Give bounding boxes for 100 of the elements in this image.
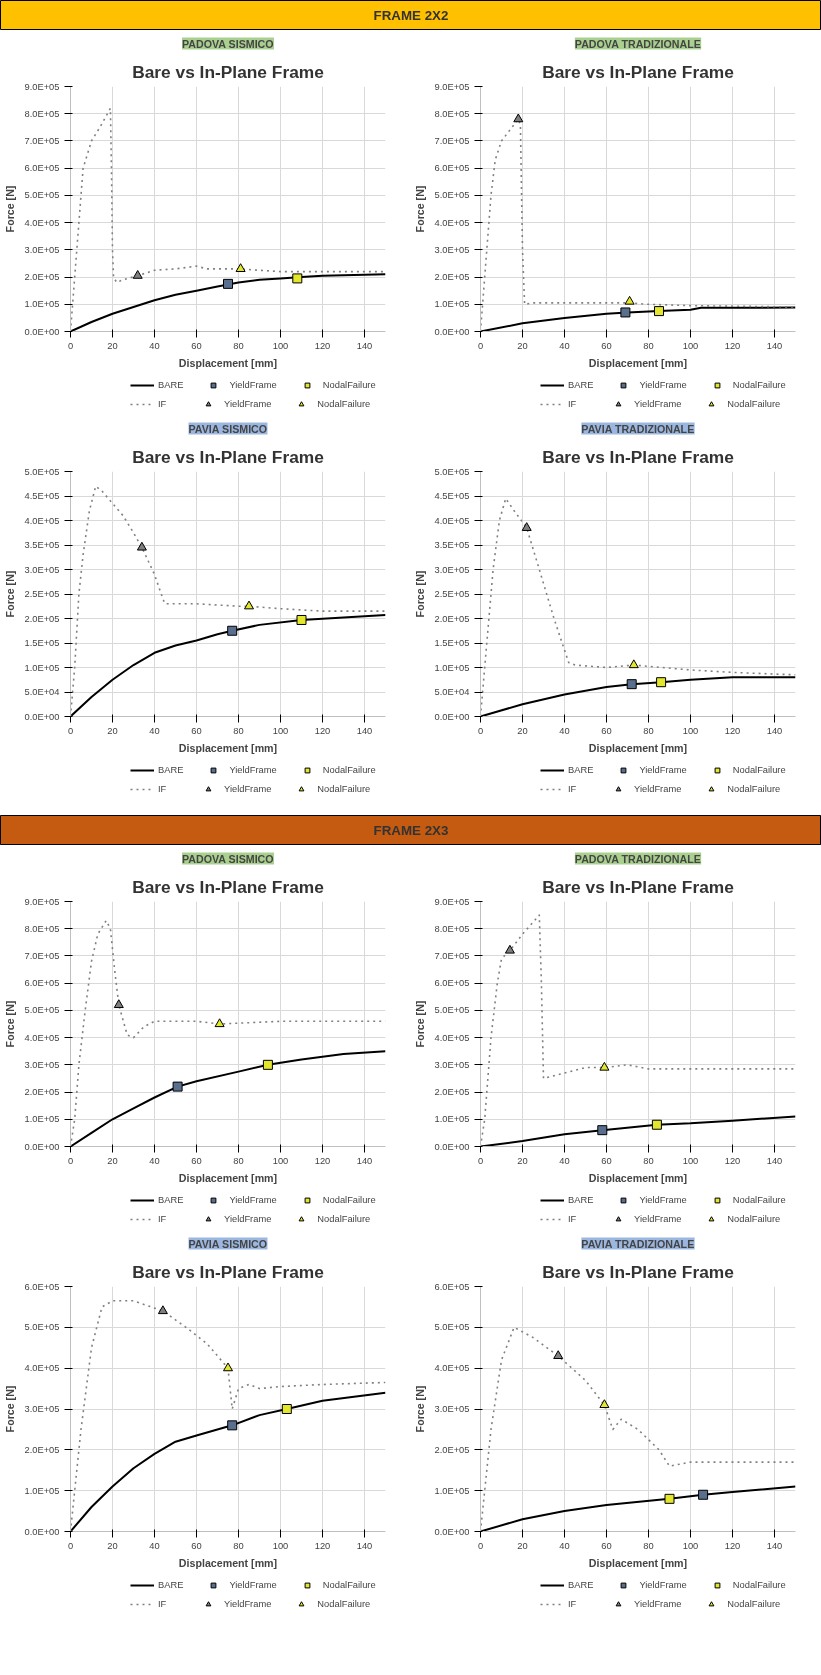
point (626, 679, 637, 690)
x-tick-label: 120 (314, 725, 331, 736)
y-tick-label: 1.0E+05 (24, 662, 60, 673)
y-tick-label: 5.0E+05 (24, 1322, 60, 1333)
x-axis-title: Displacement [mm] (588, 1171, 688, 1184)
y-tick-label: 1.0E+05 (24, 1485, 60, 1496)
legend-label: BARE (158, 1580, 184, 1590)
legend-label: IF (158, 1214, 168, 1224)
x-tick-label: 40 (149, 1155, 160, 1166)
x-tick-label: 80 (233, 725, 244, 736)
x-tick-label: 20 (107, 725, 118, 736)
legend-label: NodalFailure (322, 765, 376, 775)
point (651, 1119, 662, 1130)
x-tick-label: 100 (682, 725, 699, 736)
y-tick-label: 1.0E+05 (434, 1114, 470, 1125)
x-tick-label: 60 (191, 1155, 202, 1166)
y-tick-label: 2.0E+05 (24, 1444, 60, 1455)
x-tick-label: 40 (149, 1540, 160, 1551)
y-tick-label: 4.0E+05 (24, 1363, 60, 1374)
y-tick-label: 5.0E+04 (434, 687, 470, 697)
y-tick-label: 4.0E+05 (434, 515, 470, 526)
point (227, 625, 238, 636)
y-tick-label: 9.0E+05 (434, 896, 470, 907)
point (599, 1399, 610, 1409)
legend-label: NodalFailure (727, 399, 781, 409)
text: FRAME 2X3 (373, 823, 449, 838)
y-tick-label: 6.0E+05 (24, 163, 60, 174)
point (262, 1059, 273, 1070)
legend-label: YieldFrame (639, 380, 687, 390)
point (654, 306, 664, 317)
x-tick-label: 140 (356, 1540, 373, 1551)
y-tick-label: 8.0E+05 (434, 923, 470, 934)
y-axis-title: Force [N] (414, 185, 427, 233)
chart-title: Bare vs In-Plane Frame (132, 61, 325, 82)
legend-label: YieldFrame (224, 1214, 272, 1224)
x-tick-label: 0 (477, 1155, 484, 1166)
x-tick-label: 0 (477, 1540, 484, 1551)
y-tick-label: 1.5E+05 (24, 638, 60, 648)
y-tick-label: 3.0E+05 (24, 244, 60, 255)
y-tick-label: 1.5E+05 (434, 638, 470, 648)
point (136, 541, 147, 551)
y-tick-label: 6.0E+05 (434, 978, 470, 989)
chart-title: Bare vs In-Plane Frame (542, 1261, 735, 1282)
legend-label: NodalFailure (732, 1580, 786, 1590)
legend-label: NodalFailure (322, 1195, 376, 1205)
chart-title: Bare vs In-Plane Frame (132, 446, 325, 467)
text: FRAME 2X2 (373, 8, 449, 23)
x-tick-label: 140 (766, 1540, 783, 1551)
y-tick-label: 3.0E+05 (434, 564, 470, 575)
point (281, 1404, 292, 1414)
y-tick-label: 8.0E+05 (434, 108, 470, 119)
x-tick-label: 0 (67, 1540, 74, 1551)
point (656, 677, 667, 688)
x-tick-label: 60 (601, 1540, 612, 1551)
y-tick-label: 3.0E+05 (24, 1059, 60, 1070)
x-tick-label: 80 (233, 1155, 244, 1166)
legend-label: YieldFrame (634, 784, 682, 794)
y-tick-label: 0.0E+00 (434, 711, 470, 722)
point (227, 1420, 238, 1431)
y-tick-label: 4.0E+05 (24, 515, 60, 526)
x-tick-label: 140 (356, 340, 373, 351)
legend-label: IF (568, 1214, 578, 1224)
point (628, 659, 639, 669)
y-tick-label: 5.0E+05 (434, 1322, 470, 1333)
legend-label: IF (568, 1599, 578, 1609)
y-tick-label: 2.0E+05 (434, 1444, 470, 1455)
point (620, 307, 631, 318)
chart-subtitle: PADOVA TRADIZIONALE (574, 37, 701, 50)
x-tick-label: 140 (356, 725, 373, 736)
legend-label: YieldFrame (229, 380, 277, 390)
point (504, 944, 515, 954)
y-tick-label: 2.0E+05 (24, 613, 60, 624)
x-tick-label: 80 (643, 1540, 654, 1551)
y-tick-label: 0.0E+00 (24, 1526, 60, 1537)
x-tick-label: 120 (314, 340, 331, 351)
x-tick-label: 100 (272, 1155, 289, 1166)
legend-label: NodalFailure (727, 1599, 781, 1609)
legend-label: NodalFailure (732, 380, 786, 390)
legend-label: NodalFailure (322, 1580, 376, 1590)
y-tick-label: 5.0E+05 (24, 466, 60, 477)
legend-label: NodalFailure (317, 1599, 371, 1609)
y-tick-label: 0.0E+00 (24, 1141, 60, 1152)
legend-label: YieldFrame (634, 1599, 682, 1609)
y-tick-label: 1.0E+05 (434, 1485, 470, 1496)
x-tick-label: 40 (149, 340, 160, 351)
legend-label: BARE (158, 1195, 184, 1205)
x-tick-label: 140 (766, 1155, 783, 1166)
chart-subtitle: PAVIA SISMICO (188, 1237, 268, 1250)
x-tick-label: 60 (601, 725, 612, 736)
legend-label: YieldFrame (224, 784, 272, 794)
x-tick-label: 20 (517, 340, 528, 351)
legend-label: NodalFailure (317, 1214, 371, 1224)
x-axis-title: Displacement [mm] (178, 356, 278, 369)
x-tick-label: 120 (724, 1540, 741, 1551)
point (296, 614, 307, 625)
x-tick-label: 0 (67, 1155, 74, 1166)
x-tick-label: 100 (682, 1540, 699, 1551)
x-tick-label: 40 (149, 725, 160, 736)
legend-label: YieldFrame (229, 765, 277, 775)
legend-label: NodalFailure (727, 784, 781, 794)
